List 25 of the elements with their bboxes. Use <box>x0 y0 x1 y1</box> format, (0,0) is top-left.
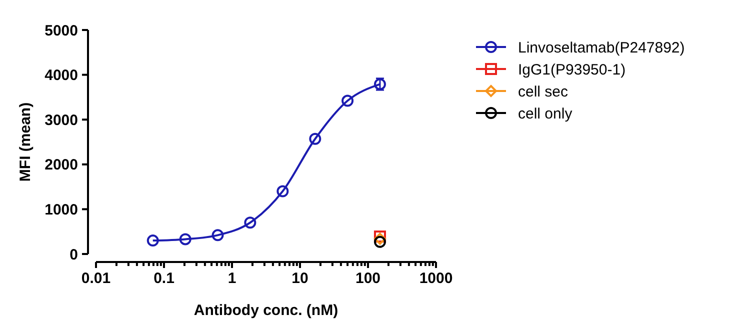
y-tick-label: 3000 <box>44 112 78 129</box>
legend-label: cell only <box>518 105 573 122</box>
legend-label: IgG1(P93950-1) <box>518 61 626 78</box>
y-tick-label: 0 <box>70 246 78 264</box>
legend-label: Linvoseltamab(P247892) <box>518 39 685 56</box>
point <box>179 233 192 246</box>
x-tick-label: 100 <box>355 270 381 287</box>
x-tick-label: 1 <box>228 270 236 287</box>
x-axis-title: Antibody conc. (nM) <box>194 302 338 319</box>
point <box>212 229 224 242</box>
x-tick-label: 0.1 <box>154 270 174 287</box>
y-axis-title: MFI (mean) <box>17 102 34 182</box>
x-tick-label: 1000 <box>419 270 453 287</box>
x-tick-label: 10 <box>292 270 308 287</box>
legend-label: cell sec <box>518 83 569 100</box>
point <box>146 234 159 247</box>
y-tick-label: 4000 <box>44 67 78 84</box>
point <box>276 185 289 198</box>
point <box>342 94 354 107</box>
x-tick-label: 0.01 <box>81 270 111 287</box>
y-tick-label: 2000 <box>44 156 78 174</box>
point <box>244 216 256 229</box>
y-tick-label: 1000 <box>44 201 78 218</box>
point <box>309 132 322 145</box>
y-tick-label: 5000 <box>44 22 78 40</box>
